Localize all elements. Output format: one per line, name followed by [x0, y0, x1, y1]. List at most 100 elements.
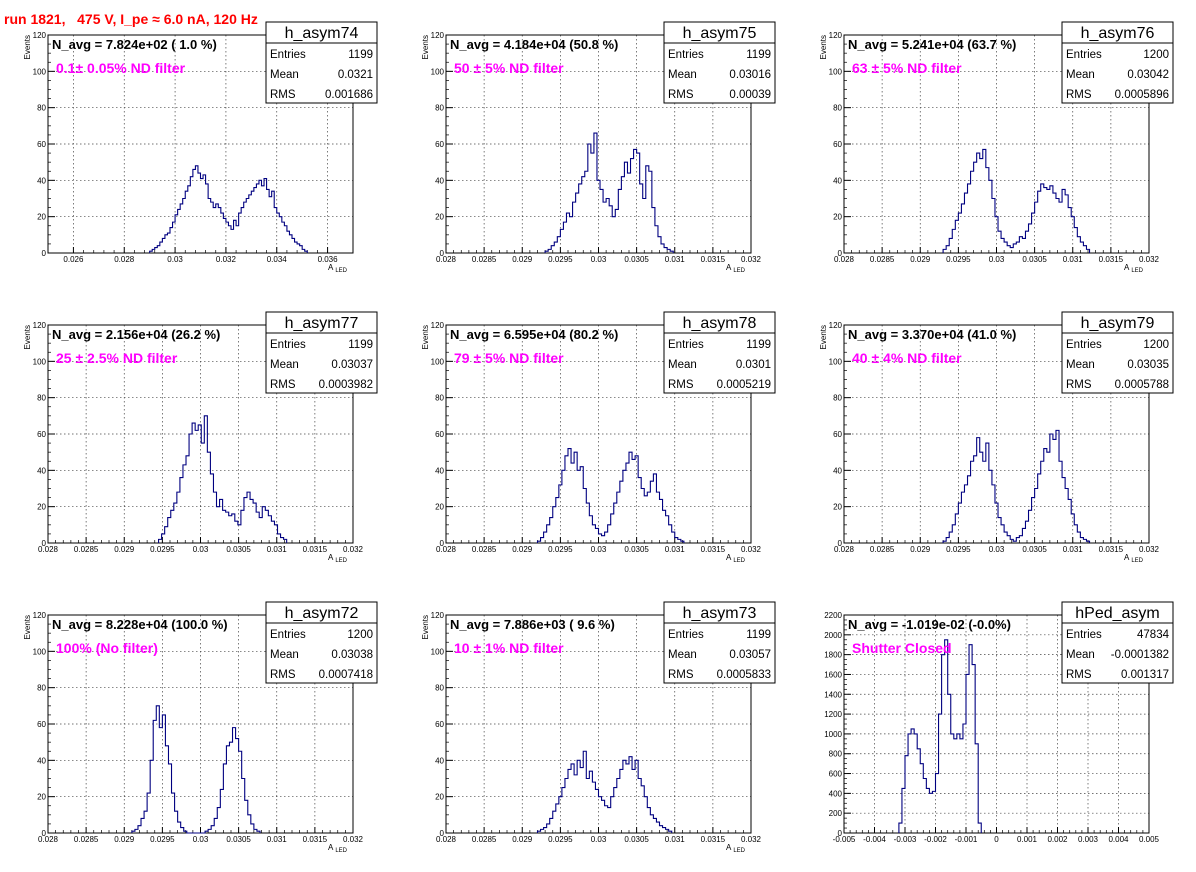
histogram-series — [536, 750, 673, 833]
y-tick-label: 60 — [37, 720, 46, 729]
x-tick-label: 0.028 — [834, 255, 855, 264]
stats-value: 1200 — [347, 629, 373, 641]
y-tick-label: 40 — [833, 466, 842, 475]
y-tick-label: 1200 — [824, 710, 842, 719]
stats-label: RMS — [270, 669, 296, 681]
x-tick-label: 0.0295 — [548, 545, 573, 554]
y-tick-label: 20 — [37, 213, 46, 222]
y-tick-label: 0 — [838, 249, 843, 258]
y-tick-label: 20 — [37, 793, 46, 802]
x-tick-label: 0.029 — [114, 545, 135, 554]
y-tick-label: 80 — [435, 394, 444, 403]
navg-label: N_avg = -1.019e-02 (-0.0%) — [848, 617, 1011, 632]
stats-value: 1199 — [746, 339, 771, 351]
stats-box — [1061, 601, 1174, 684]
x-tick-label: 0.03 — [591, 835, 607, 844]
x-tick-label: 0.036 — [318, 255, 339, 264]
y-tick-label: 120 — [829, 321, 843, 330]
stats-label: RMS — [668, 669, 694, 681]
x-tick-label: 0 — [994, 835, 999, 844]
y-tick-label: 100 — [33, 67, 47, 76]
stats-label: RMS — [270, 379, 296, 391]
x-axis-title: A LED — [726, 843, 746, 854]
stats-label: Mean — [270, 649, 299, 661]
histogram-name: hPed_asym — [1075, 605, 1160, 622]
histogram-name: h_asym76 — [1081, 25, 1155, 42]
y-tick-label: 100 — [33, 357, 47, 366]
stats-label: RMS — [668, 379, 694, 391]
y-tick-label: 40 — [833, 176, 842, 185]
stats-value: 0.03042 — [1127, 69, 1169, 81]
x-tick-label: 0.0305 — [624, 835, 649, 844]
x-axis-title: A LED — [726, 553, 746, 564]
stats-box — [663, 21, 776, 104]
y-tick-label: 40 — [37, 756, 46, 765]
stats-value: 0.0005896 — [1115, 89, 1169, 101]
x-tick-label: 0.032 — [741, 255, 762, 264]
x-tick-label: 0.0305 — [1022, 255, 1047, 264]
histogram-series — [158, 415, 288, 543]
y-tick-label: 1000 — [824, 730, 842, 739]
x-axis-title: A LED — [1124, 263, 1144, 274]
y-tick-label: 20 — [833, 213, 842, 222]
stats-label: Entries — [668, 339, 704, 351]
stats-value: 0.0301 — [736, 359, 771, 371]
histogram-series — [544, 132, 674, 253]
x-tick-label: 0.029 — [114, 835, 135, 844]
stats-label: RMS — [270, 89, 296, 101]
y-tick-label: 40 — [435, 756, 444, 765]
stats-label: Entries — [1066, 629, 1102, 641]
stats-value: 0.0005788 — [1115, 379, 1169, 391]
filter-label: 100% (No filter) — [56, 640, 158, 656]
stats-value: 1199 — [348, 339, 373, 351]
x-tick-label: 0.031 — [665, 835, 686, 844]
stats-label: Entries — [270, 339, 306, 351]
y-tick-label: 400 — [829, 789, 843, 798]
y-tick-label: 0 — [838, 539, 843, 548]
x-tick-label: 0.0315 — [1099, 545, 1124, 554]
navg-label: N_avg = 7.824e+02 ( 1.0 %) — [52, 37, 217, 52]
stats-value: 0.03057 — [729, 649, 771, 661]
y-tick-label: 80 — [37, 104, 46, 113]
x-tick-label: 0.004 — [1108, 835, 1129, 844]
navg-label: N_avg = 2.156e+04 (26.2 %) — [52, 327, 220, 342]
x-tick-label: 0.0305 — [624, 255, 649, 264]
stats-label: Entries — [270, 49, 306, 61]
y-tick-label: 60 — [435, 430, 444, 439]
y-tick-label: 100 — [33, 647, 47, 656]
stats-value: 1199 — [348, 49, 373, 61]
y-tick-label: 80 — [37, 394, 46, 403]
y-tick-label: 0 — [42, 829, 47, 838]
y-axis-title: Events — [421, 615, 430, 639]
y-axis-title: Events — [421, 35, 430, 59]
x-tick-label: 0.032 — [216, 255, 237, 264]
stats-box — [1061, 311, 1174, 394]
stats-value: 1200 — [1143, 339, 1169, 351]
x-tick-label: 0.0285 — [74, 835, 99, 844]
y-axis-title: Events — [421, 325, 430, 349]
y-tick-label: 1400 — [824, 690, 842, 699]
x-tick-label: 0.032 — [343, 545, 364, 554]
histogram-name: h_asym79 — [1081, 315, 1155, 332]
y-tick-label: 2200 — [824, 611, 842, 620]
y-tick-label: 60 — [37, 140, 46, 149]
x-axis-title: A LED — [726, 263, 746, 274]
x-axis-title: A LED — [1124, 553, 1144, 564]
y-tick-label: 100 — [431, 647, 445, 656]
y-tick-label: 40 — [435, 466, 444, 475]
filter-label: 10 ± 1% ND filter — [454, 640, 564, 656]
x-tick-label: 0.03 — [591, 255, 607, 264]
stats-box — [265, 21, 378, 104]
stats-value: 47834 — [1137, 629, 1170, 641]
y-tick-label: 60 — [37, 430, 46, 439]
y-tick-label: 40 — [37, 176, 46, 185]
filter-label: Shutter Closed — [852, 640, 952, 656]
x-tick-label: 0.0295 — [548, 255, 573, 264]
stats-value: 1200 — [1143, 49, 1169, 61]
x-tick-label: 0.0285 — [74, 545, 99, 554]
stats-label: Mean — [1066, 69, 1095, 81]
y-tick-label: 2000 — [824, 631, 842, 640]
stats-value: 0.0007418 — [319, 669, 373, 681]
x-tick-label: 0.032 — [741, 835, 762, 844]
stats-value: 0.00039 — [729, 89, 771, 101]
